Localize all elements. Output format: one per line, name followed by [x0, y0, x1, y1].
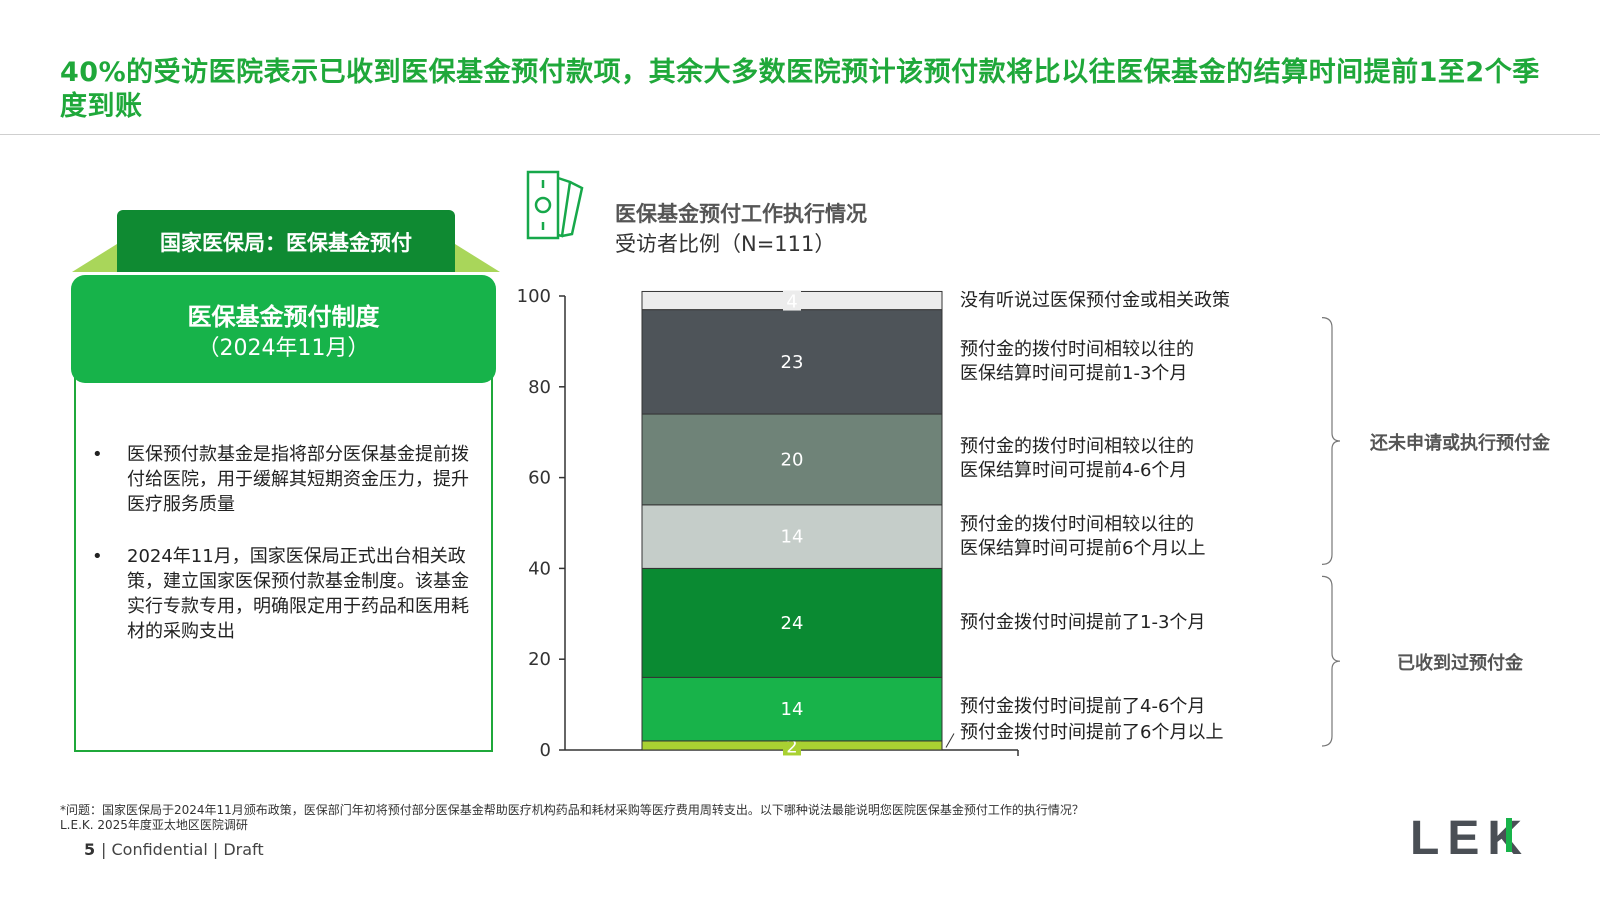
y-tick-label: 0: [540, 740, 551, 761]
segment-value-label: 4: [786, 292, 797, 313]
series-label: 预付金拨付时间提前了6个月以上: [960, 721, 1223, 745]
y-tick-label: 60: [528, 468, 551, 489]
bullet-text-1: 医保预付款基金是指将部分医保基金提前拨付给医院，用于缓解其短期资金压力，提升医疗…: [127, 444, 469, 515]
y-tick-label: 40: [528, 558, 551, 579]
confidentiality-label: | Confidential | Draft: [101, 840, 264, 859]
y-tick-label: 20: [528, 649, 551, 670]
tab-wing-left: [72, 244, 117, 272]
group-label: 还未申请或执行预付金: [1370, 433, 1550, 454]
bar-segment: [641, 413, 943, 506]
footnote-question: *问题：国家医保局于2024年11月颁布政策，医保部门年初将预付部分医保基金帮助…: [60, 803, 1084, 817]
panel-heading: 医保基金预付制度: [187, 303, 380, 331]
panel-subheading: （2024年11月）: [197, 336, 370, 361]
series-label-line: 预付金的拨付时间相较以往的: [960, 338, 1194, 360]
series-label-line: 医保结算时间可提前6个月以上: [960, 537, 1206, 559]
series-label-line: 预付金拨付时间提前了6个月以上: [960, 722, 1224, 744]
segment-value-label: 14: [781, 699, 804, 720]
segment-label-bg: [783, 290, 801, 311]
chart-title: 医保基金预付工作执行情况: [615, 202, 867, 226]
lek-logo: LEK: [1410, 812, 1530, 860]
segment-value-label: 14: [781, 527, 804, 548]
series-label-line: 医保结算时间可提前1-3个月: [960, 362, 1188, 384]
group-label: 已收到过预付金: [1397, 653, 1523, 675]
series-label: 预付金的拨付时间相较以往的 医保结算时间可提前4-6个月: [960, 435, 1194, 483]
series-label-line: 预付金的拨付时间相较以往的: [960, 513, 1194, 535]
bar-segment: [641, 309, 943, 415]
series-label-line: 预付金拨付时间提前了1-3个月: [960, 611, 1206, 633]
series-label-line: 预付金拨付时间提前了4-6个月: [960, 696, 1206, 718]
page-number: 5: [84, 840, 96, 859]
series-label-line: 预付金的拨付时间相较以往的: [960, 436, 1194, 458]
logo-text: LEK: [1410, 812, 1530, 860]
series-label: 预付金的拨付时间相较以往的 医保结算时间可提前6个月以上: [960, 513, 1205, 561]
leader-line: [945, 733, 955, 748]
panel-frame: [74, 340, 493, 752]
bullet-marker-2: •: [92, 546, 103, 567]
y-tick-label: 100: [517, 286, 551, 307]
bullet-text-2: 2024年11月，国家医保局正式出台相关政策，建立国家医保预付款基金制度。该基金…: [127, 546, 469, 642]
chart-subtitle: 受访者比例（N=111）: [615, 232, 836, 256]
segment-value-label: 23: [781, 352, 804, 373]
y-tick-label: 80: [528, 377, 551, 398]
panel-tab: [117, 210, 455, 272]
money-icon: [526, 170, 584, 240]
title-divider: [0, 134, 1600, 135]
segment-value-label: 2: [786, 736, 797, 757]
group-bracket: [1321, 575, 1341, 747]
bar-segment: [641, 504, 943, 569]
bar-segment: [641, 567, 943, 678]
series-label-line: 没有听说过医保预付金或相关政策: [960, 289, 1230, 311]
segment-value-label: 24: [781, 613, 804, 634]
series-label: 预付金拨付时间提前了1-3个月: [960, 611, 1205, 635]
series-label: 预付金拨付时间提前了4-6个月: [960, 695, 1205, 719]
footnote-source: L.E.K. 2025年度亚太地区医院调研: [60, 818, 248, 832]
group-bracket: [1321, 317, 1341, 565]
page-title: 40%的受访医院表示已收到医保基金预付款项，其余大多数医院预计该预付款将比以往医…: [60, 57, 1540, 122]
tab-wing-right: [455, 244, 500, 272]
series-label-line: 医保结算时间可提前4-6个月: [960, 460, 1188, 482]
bullet-marker-1: •: [92, 444, 103, 465]
segment-value-label: 20: [781, 449, 804, 470]
panel-heading-box: [71, 275, 496, 383]
panel-tab-label: 国家医保局：医保基金预付: [160, 231, 412, 255]
series-label: 没有听说过医保预付金或相关政策: [960, 289, 1230, 313]
bar-segment: [641, 676, 943, 742]
series-label: 预付金的拨付时间相较以往的 医保结算时间可提前1-3个月: [960, 338, 1194, 386]
